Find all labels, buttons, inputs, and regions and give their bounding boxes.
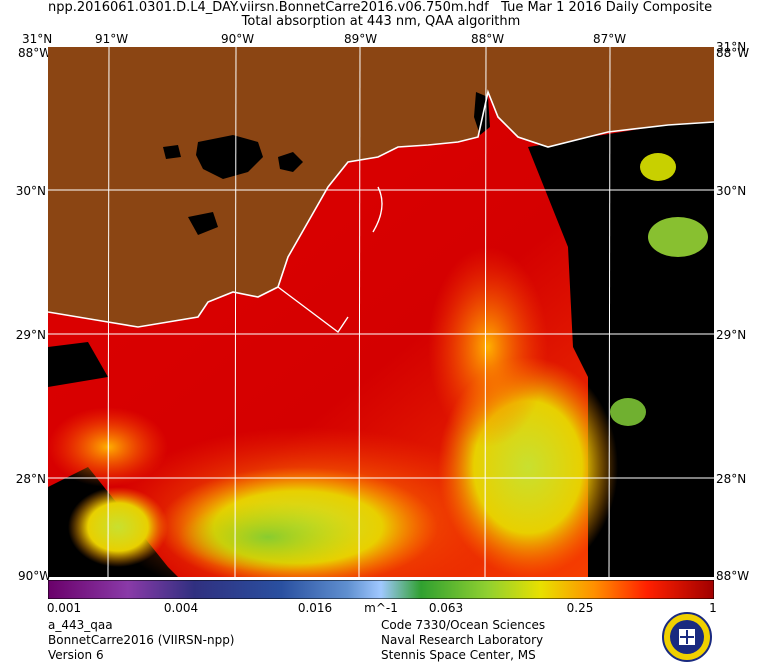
org-location: Stennis Space Center, MS [381, 648, 536, 662]
lat-label-30n-right: 30°N [716, 184, 747, 198]
variable-name: a_443_qaa [48, 618, 113, 632]
lake-pontchartrain [196, 135, 263, 179]
colorbar [48, 580, 714, 599]
lon-label-87w: 87°W [593, 32, 627, 46]
colorbar-tick-025: 0.25 [566, 601, 594, 615]
land-north [48, 47, 714, 327]
lat-label-30n-left: 30°N [15, 184, 46, 198]
corner-top-left-lat: 31°N [22, 32, 53, 46]
footer-left: a_443_qaa BonnetCarre2016 (VIIRSN-npp) V… [48, 618, 235, 663]
product-title: Total absorption at 443 nm, QAA algorith… [241, 14, 521, 29]
colorbar-tick-1: 1 [709, 601, 717, 615]
colorbar-tick-0004: 0.004 [163, 601, 199, 615]
lat-label-28n-left: 28°N [15, 472, 46, 486]
nodata-west-strip [48, 342, 108, 387]
org-name: Naval Research Laboratory [381, 633, 544, 647]
lon-label-91w: 91°W [95, 32, 129, 46]
coastline [48, 89, 714, 328]
yellow-patch-northeast [640, 153, 676, 181]
corner-top-right-lon: 88°W [716, 46, 750, 60]
version-label: Version 6 [48, 648, 104, 662]
green-patch-northeast [648, 217, 708, 257]
corner-bottom-right-lon: 88°W [716, 569, 750, 583]
green-patch-south [178, 502, 358, 572]
corner-top-left-lon: 88°W [18, 46, 52, 60]
lon-label-88w: 88°W [471, 32, 505, 46]
dataset-name: BonnetCarre2016 (VIIRSN-npp) [48, 633, 235, 647]
org-code: Code 7330/Ocean Sciences [381, 618, 546, 632]
lake-borgne [278, 152, 303, 172]
yellow-patch-southwest [68, 487, 168, 567]
file-name: npp.2016061.0301.D.L4_DAY.viirsn.BonnetC… [48, 0, 713, 15]
colorbar-unit: m^-1 [364, 601, 398, 615]
lat-label-29n-right: 29°N [716, 328, 747, 342]
colorbar-tick-0001: 0.001 [46, 601, 82, 615]
green-patch-east [610, 398, 646, 426]
footer-right: Code 7330/Ocean Sciences Naval Research … [381, 618, 545, 663]
delta-coast [277, 286, 349, 334]
lon-label-90w: 90°W [221, 32, 255, 46]
orange-patch-east [428, 247, 548, 447]
corner-top-right-lat: 31°N [716, 40, 747, 54]
lake-maurepas [163, 145, 181, 159]
colorbar-tick-0063: 0.063 [428, 601, 464, 615]
navy-seal-icon [662, 612, 712, 662]
lat-label-28n-right: 28°N [716, 472, 747, 486]
lat-label-29n-left: 29°N [15, 328, 46, 342]
lake-salvador [188, 212, 218, 235]
corner-bottom-left-lon: 90°W [18, 569, 52, 583]
colorbar-tick-0016: 0.016 [297, 601, 333, 615]
absorption-map [48, 47, 714, 577]
composite-date: Tue Mar 1 2016 Daily Composite [501, 0, 713, 15]
lon-label-89w: 89°W [344, 32, 378, 46]
graticule [48, 47, 714, 577]
